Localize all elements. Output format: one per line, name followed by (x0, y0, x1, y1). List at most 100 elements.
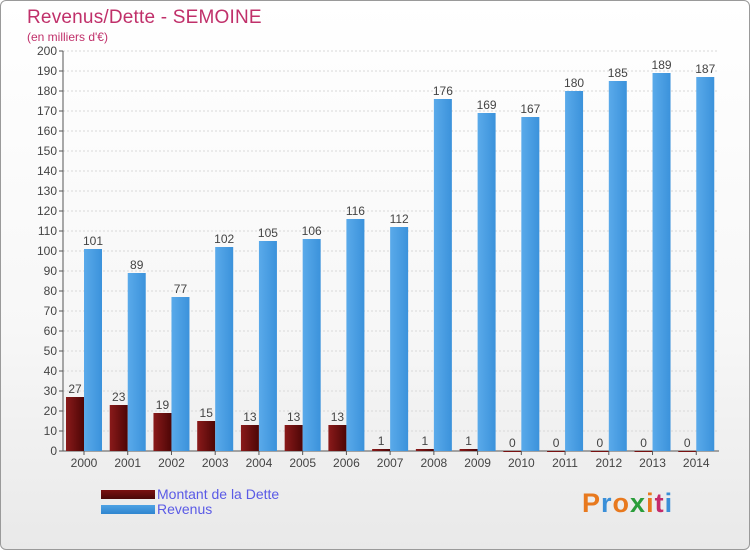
bar-revenue (608, 81, 627, 451)
bar-revenue (696, 77, 715, 451)
y-tick-label: 100 (37, 244, 57, 258)
bar-debt (66, 397, 84, 451)
data-label: 15 (200, 406, 214, 420)
y-tick-label: 80 (44, 284, 58, 298)
chart-title: Revenus/Dette - SEMOINE (27, 7, 262, 28)
data-label: 189 (652, 58, 672, 72)
data-label: 13 (331, 410, 345, 424)
data-label: 102 (214, 232, 234, 246)
x-tick-label: 2011 (552, 456, 578, 470)
data-label: 0 (640, 436, 647, 450)
chart-subtitle: (en milliers d'€) (27, 30, 108, 44)
y-tick-label: 0 (50, 444, 57, 458)
legend-swatch-revenue (101, 505, 155, 514)
x-tick-label: 2013 (639, 456, 666, 470)
y-tick-label: 10 (44, 424, 58, 438)
y-tick-label: 30 (44, 384, 58, 398)
data-label: 101 (83, 234, 103, 248)
data-label: 77 (174, 282, 188, 296)
data-label: 176 (433, 84, 453, 98)
bar-debt (284, 425, 303, 451)
logo-letter: t (654, 488, 665, 518)
x-tick-label: 2012 (595, 456, 622, 470)
data-label: 1 (378, 434, 385, 448)
bar-revenue (652, 73, 671, 451)
y-tick-label: 170 (37, 104, 57, 118)
y-tick-label: 190 (37, 64, 57, 78)
y-tick-label: 150 (37, 144, 57, 158)
bar-debt (415, 449, 434, 451)
data-label: 27 (68, 382, 82, 396)
data-label: 185 (608, 66, 628, 80)
x-tick-label: 2005 (289, 456, 316, 470)
data-label: 13 (243, 410, 257, 424)
logo-letter: r (601, 488, 613, 518)
legend-swatch-debt (101, 490, 155, 499)
bar-debt (328, 425, 347, 451)
data-label: 180 (564, 76, 584, 90)
bar-debt (153, 413, 172, 451)
bar-debt (459, 449, 478, 451)
bar-debt (372, 449, 391, 451)
bar-revenue (521, 117, 540, 451)
bar-revenue (565, 91, 584, 451)
logo-letter: i (664, 488, 674, 518)
bar-revenue (302, 239, 321, 451)
data-label: 0 (596, 436, 603, 450)
data-label: 0 (509, 436, 516, 450)
logo-letter: P (582, 488, 602, 518)
bar-debt (109, 405, 128, 451)
data-label: 187 (695, 62, 715, 76)
y-tick-label: 140 (37, 164, 57, 178)
bar-revenue (258, 241, 277, 451)
data-label: 169 (477, 98, 497, 112)
y-tick-label: 60 (44, 324, 58, 338)
x-tick-label: 2010 (508, 456, 535, 470)
x-tick-label: 2006 (333, 456, 360, 470)
data-label: 167 (520, 102, 540, 116)
y-tick-label: 110 (38, 224, 57, 238)
data-label: 13 (287, 410, 301, 424)
x-tick-label: 2000 (71, 456, 98, 470)
bar-debt (634, 451, 653, 452)
data-label: 23 (112, 390, 126, 404)
y-tick-label: 50 (44, 344, 58, 358)
data-label: 105 (258, 226, 278, 240)
legend-label-revenue: Revenus (157, 501, 213, 517)
x-tick-label: 2001 (114, 456, 141, 470)
bar-revenue (171, 297, 190, 451)
y-tick-label: 130 (37, 184, 57, 198)
bar-revenue (433, 99, 452, 451)
y-tick-label: 20 (44, 404, 58, 418)
bar-revenue (215, 247, 234, 451)
bar-revenue (127, 273, 146, 451)
bar-debt (678, 451, 697, 452)
y-tick-label: 200 (37, 44, 57, 58)
data-label: 116 (346, 204, 365, 218)
x-tick-label: 2009 (464, 456, 491, 470)
data-label: 89 (130, 258, 144, 272)
x-tick-label: 2002 (158, 456, 185, 470)
y-tick-label: 160 (37, 124, 57, 138)
data-label: 0 (553, 436, 560, 450)
x-tick-label: 2003 (202, 456, 229, 470)
data-label: 106 (302, 224, 322, 238)
y-tick-label: 90 (44, 264, 58, 278)
bar-debt (547, 451, 566, 452)
bar-debt (590, 451, 609, 452)
logo-letter: o (612, 488, 631, 518)
proxiti-logo: Proxiti (582, 488, 673, 519)
bar-debt (240, 425, 259, 451)
y-tick-label: 120 (37, 204, 57, 218)
data-label: 0 (684, 436, 691, 450)
y-tick-label: 180 (37, 84, 57, 98)
bar-revenue (346, 219, 365, 451)
x-tick-label: 2008 (421, 456, 448, 470)
bar-revenue (390, 227, 409, 451)
logo-letter: x (630, 488, 647, 518)
bar-revenue (477, 113, 496, 451)
y-tick-label: 70 (44, 304, 58, 318)
x-tick-label: 2007 (377, 456, 404, 470)
